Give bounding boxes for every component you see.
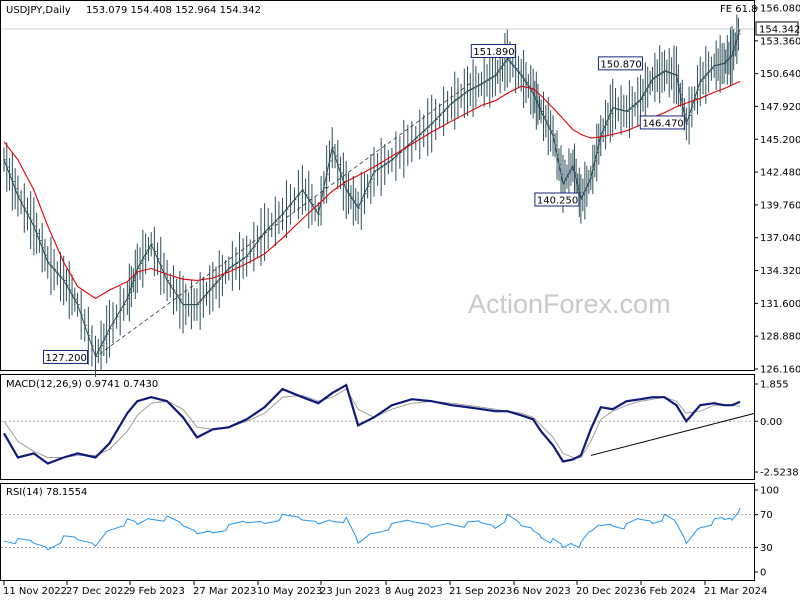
price-y-tick-label: 147.920 [760,102,800,113]
macd-trend-line [590,412,756,456]
watermark: ActionForex.com [468,289,671,319]
price-y-tick-label: 126.160 [760,365,800,376]
price-y-tick-label: 142.480 [760,168,800,179]
x-tick-label: 27 Mar 2023 [193,586,256,597]
x-tick-label: 6 Nov 2023 [513,586,571,597]
price-ohlc: 153.079 154.408 152.964 154.342 [86,5,261,16]
price-y-tick-label: 131.600 [760,299,800,310]
annotation-box [597,56,643,71]
last-price-box [755,21,799,36]
price-y-tick-label: 156.080 [760,4,800,15]
price-title: USDJPY,Daily [6,5,71,16]
price-y-tick-label: 137.040 [760,233,800,244]
macd-y-tick-label: -2.5238 [760,468,799,479]
x-tick-label: 21 Mar 2024 [704,586,767,597]
annotation-box [534,192,580,207]
x-tick-label: 27 Dec 2022 [66,586,130,597]
annotation-box [43,349,89,364]
rsi-series [3,507,741,551]
price-y-tick-label: 145.200 [760,135,800,146]
price-y-tick-label: 153.360 [760,36,800,47]
rsi-label: RSI(14) 78.1554 [6,487,87,498]
annotation-box [639,115,685,130]
price-y-tick-label: 150.640 [760,69,800,80]
rsi-y-tick-label: 70 [760,510,773,521]
annotation-box [470,44,516,59]
x-tick-label: 10 May 2023 [257,586,322,597]
rsi-y-tick-label: 0 [760,568,766,579]
rsi-panel [0,483,755,581]
macd-panel [0,374,755,480]
x-tick-label: 6 Feb 2024 [640,586,696,597]
x-tick-label: 21 Sep 2023 [449,586,512,597]
rsi-y-tick-label: 30 [760,543,773,554]
price-y-tick-label: 134.320 [760,266,800,277]
macd-plot [1,383,756,465]
price-y-tick-label: 128.880 [760,332,800,343]
macd-y-tick-label: 0.00 [760,417,782,428]
y-axis: 156.080 153.360 150.640 147.920 145.200 142.4… [754,4,800,579]
price-y-tick-label: 139.760 [760,200,800,211]
x-tick-label: 20 Dec 2023 [576,586,640,597]
x-tick-label: 11 Nov 2022 [3,586,67,597]
annotation-label: 151.890 [473,47,514,58]
price-plot: 151.890 150.870 146.470 140.250 127.200 [1,14,754,377]
macd-signal-series [3,388,741,458]
x-tick-label: 23 Jun 2023 [320,586,380,597]
annotation-label: 127.200 [46,353,87,364]
rsi-y-tick-label: 100 [760,486,779,497]
macd-y-tick-label: 1.855 [760,380,789,391]
annotation-label: 150.870 [600,59,641,70]
x-tick-label: 9 Feb 2023 [129,586,185,597]
x-tick-label: 8 Aug 2023 [385,586,443,597]
rsi-plot [1,507,754,551]
macd-label: MACD(12,26,9) 0.9741 0.7430 [6,379,158,390]
macd-series [3,383,741,465]
annotation-label: 140.250 [537,195,578,206]
annotation-label: 146.470 [642,118,683,129]
fib-label: FE 61.8 [720,4,758,15]
last-price-label: 154.342 [759,24,800,35]
